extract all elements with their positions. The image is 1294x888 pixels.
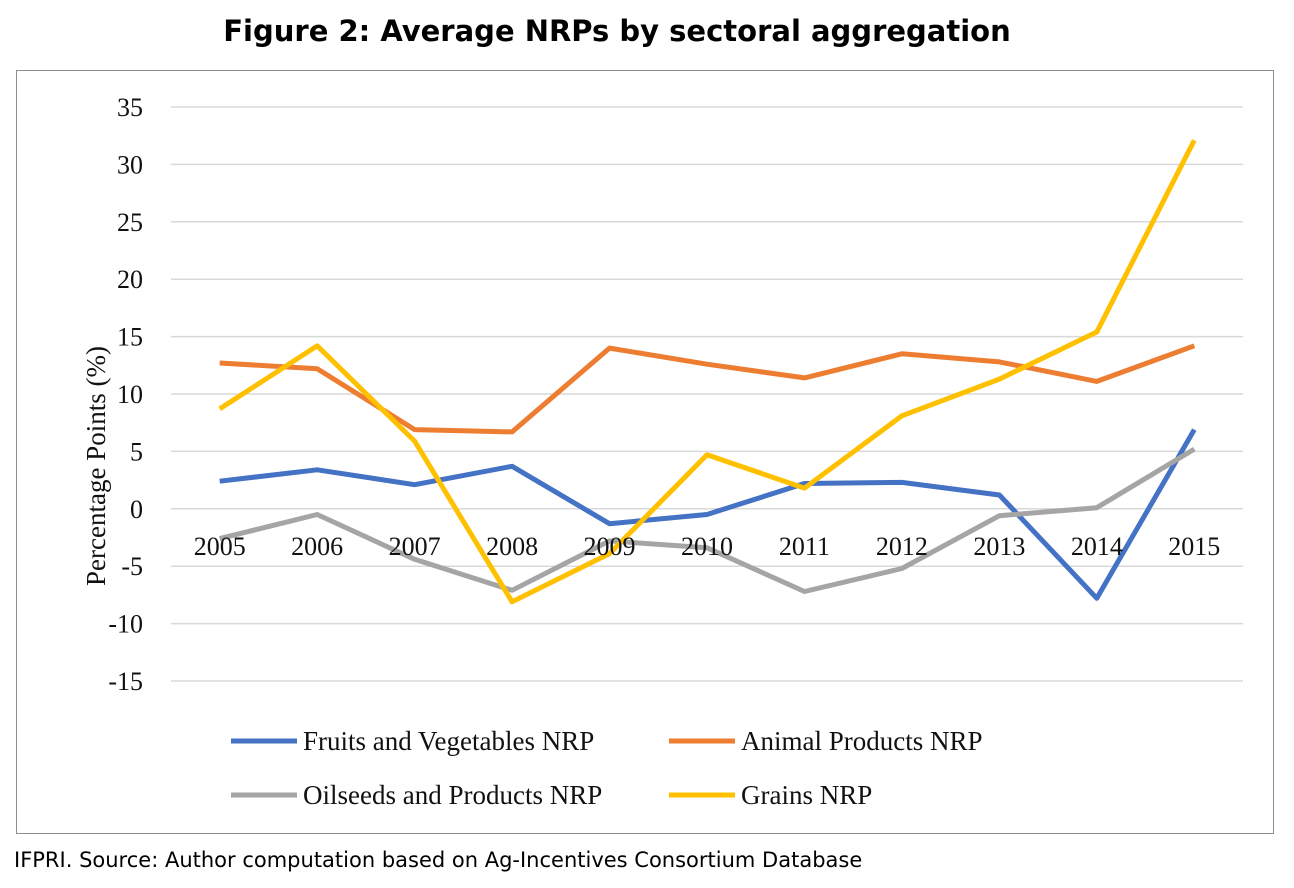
series-line-fruits-and-vegetables-nrp [219,428,1197,601]
legend-label-fruits-and-vegetables-nrp: Fruits and Vegetables NRP [303,726,594,756]
x-tick-label: 2007 [389,532,441,561]
y-tick-label: -10 [108,610,143,639]
x-tick-label: 2014 [1071,532,1123,561]
legend-label-grains-nrp: Grains NRP [741,780,872,810]
y-tick-label: 35 [117,93,143,122]
y-tick-label: -5 [121,552,143,581]
x-tick-label: 2006 [291,532,343,561]
x-tick-label: 2010 [681,532,733,561]
y-axis-title: Percentage Points (%) [81,346,111,586]
x-tick-label: 2011 [779,532,830,561]
y-tick-label: 10 [117,380,143,409]
x-tick-label: 2009 [584,532,636,561]
chart-frame: -15 -10 -5 0 5 10 15 20 25 30 35 2005 2006 2007 2008 2… [16,70,1274,834]
y-tick-label: 0 [130,495,143,524]
x-tick-label: 2015 [1168,532,1220,561]
y-axis-ticks: -15 -10 -5 0 5 10 15 20 25 30 35 [108,93,143,696]
y-tick-label: 20 [117,265,143,294]
y-tick-label: -15 [108,667,143,696]
x-tick-label: 2012 [876,532,928,561]
series-line-oilseeds-and-products-nrp [219,446,1196,594]
legend: Fruits and Vegetables NRP Animal Products… [231,726,983,810]
x-tick-label: 2013 [973,532,1025,561]
series-line-grains-nrp [218,139,1197,605]
y-tick-label: 15 [117,323,143,352]
series-lines [218,139,1197,605]
x-axis-ticks: 2005 2006 2007 2008 2009 2010 2011 2012 2013 2014… [194,532,1221,561]
series-line-animal-products-nrp [219,343,1196,435]
x-tick-label: 2005 [194,532,246,561]
legend-label-animal-products-nrp: Animal Products NRP [741,726,983,756]
legend-label-oilseeds-and-products-nrp: Oilseeds and Products NRP [303,780,602,810]
source-note: IFPRI. Source: Author computation based … [14,848,863,872]
x-tick-label: 2008 [486,532,538,561]
figure-title: Figure 2: Average NRPs by sectoral aggre… [223,14,1011,48]
y-tick-label: 5 [130,437,143,466]
gridlines [171,106,1243,682]
y-tick-label: 30 [117,150,143,179]
y-tick-label: 25 [117,208,143,237]
